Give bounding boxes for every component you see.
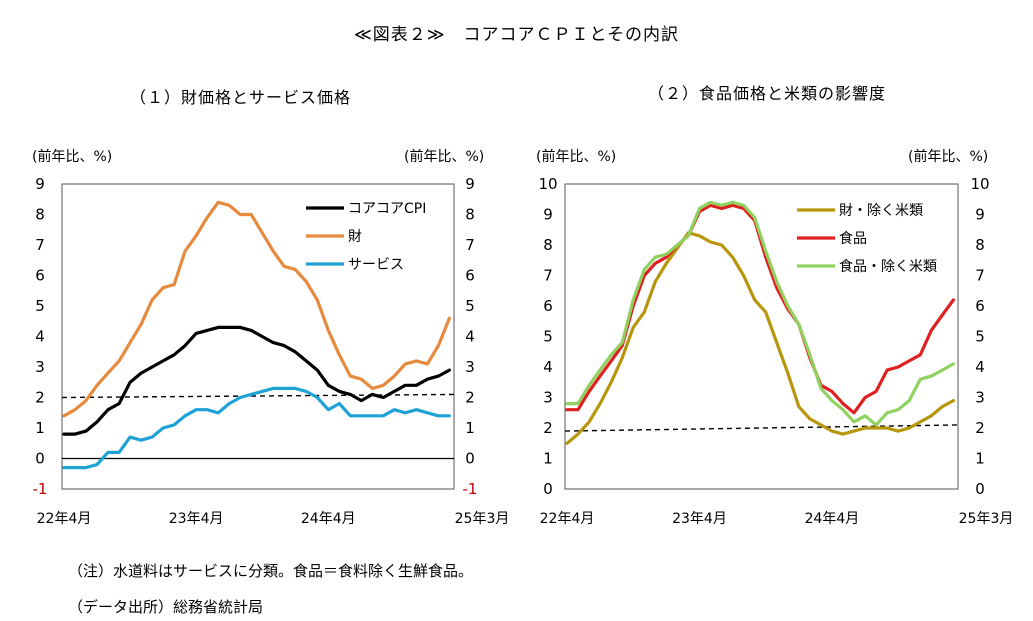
series-line-2 [62,200,451,418]
x-tick-label: 23年4月 [169,511,224,527]
legend-label: 財 [348,229,362,245]
series-line-3 [565,200,956,427]
y-tick-label-right: 9 [465,175,475,193]
y-tick-label-left: 9 [543,206,553,224]
y-tick-label-left: 2 [543,419,553,437]
panel-2-title: （２）食品価格と米類の影響度 [648,84,887,103]
panel-1-left-unit: (前年比、%) [32,149,113,165]
y-tick-label-left: 4 [35,328,45,346]
y-tick-label-left: 3 [35,358,45,376]
panel-2-right-unit: (前年比、%) [908,149,989,165]
y-tick-label-left: 4 [543,358,553,376]
footnote: （注）水道料はサービスに分類。食品＝食料除く生鮮食品。 [68,562,474,580]
y-tick-label-right: 1 [975,450,985,468]
y-tick-label-right: 10 [970,175,989,193]
y-tick-label-left: 1 [35,419,45,437]
legend-label: コアコアCPI [348,201,426,217]
reference-dashed-line [564,424,959,432]
x-tick-label: 22年4月 [37,511,92,527]
x-tick-label: 24年4月 [301,511,356,527]
series-line-1 [565,231,956,445]
x-tick-label: 24年4月 [805,511,860,527]
legend-label: 食品 [839,230,867,247]
y-tick-label-right: 3 [465,358,475,376]
y-tick-label-right: 8 [465,206,475,224]
x-tick-label: 25年3月 [959,511,1014,527]
legend-label: 財・除く米類 [839,203,923,219]
y-tick-label-left: 5 [543,328,553,346]
y-tick-label-right: 2 [465,389,475,407]
y-tick-label-left: 8 [543,236,553,254]
legend-label: 食品・除く米類 [839,258,937,275]
y-tick-label-left: -1 [33,480,48,498]
y-tick-label-right: 7 [975,267,985,285]
y-tick-label-right: 1 [465,419,475,437]
y-tick-label-left: 1 [543,450,553,468]
y-tick-label-right: 4 [465,328,475,346]
y-tick-label-left: 6 [35,267,45,285]
y-tick-label-right: 4 [975,358,985,376]
chart-panel-1: -1 -1 0 0 1 1 2 2 3 3 4 4 5 5 6 6 7 7 8 8 9 9 22年4月 23年4月 24年4月 2… [33,175,510,527]
y-tick-label-right: 5 [465,297,475,315]
figure-title: ≪図表２≫ コアコアＣＰＩとその内訳 [353,25,680,45]
y-tick-label-left: 3 [543,389,553,407]
series-line-3 [62,386,451,470]
y-tick-label-right: 0 [975,480,985,498]
y-tick-label-left: 0 [543,480,553,498]
y-tick-label-left: 0 [35,450,45,468]
y-tick-label-left: 2 [35,389,45,407]
chart-panel-2: 0 0 1 1 2 2 3 3 4 4 5 5 6 6 7 7 8 8 9 9 10 10 22年4月 23年4月 24年4月 2… [538,175,1013,527]
plot-frame [61,183,455,490]
x-tick-label: 23年4月 [672,511,727,527]
plot-frame [564,183,959,490]
y-tick-label-left: 9 [35,175,45,193]
x-tick-label: 25年3月 [455,511,510,527]
y-tick-label-left: 8 [35,206,45,224]
x-tick-label: 22年4月 [540,511,595,527]
series-line-1 [62,325,451,436]
y-tick-label-left: 5 [35,297,45,315]
y-tick-label-right: 8 [975,236,985,254]
y-tick-label-right: 7 [465,236,475,254]
y-tick-label-right: 2 [975,419,985,437]
y-tick-label-right: 0 [465,450,475,468]
y-tick-label-left: 6 [543,297,553,315]
y-tick-label-right: -1 [463,480,478,498]
data-source-note: （データ出所）総務省統計局 [68,598,264,616]
y-tick-label-left: 10 [538,175,557,193]
legend-label: サービス [348,257,404,273]
panel-1-title: （１）財価格とサービス価格 [130,88,352,107]
panel-2-left-unit: (前年比、%) [536,149,617,165]
y-tick-label-right: 3 [975,389,985,407]
panel-1-right-unit: (前年比、%) [404,149,485,165]
y-tick-label-right: 6 [465,267,475,285]
y-tick-label-right: 6 [975,297,985,315]
y-tick-label-left: 7 [543,267,553,285]
y-tick-label-left: 7 [35,236,45,254]
y-tick-label-right: 5 [975,328,985,346]
y-tick-label-right: 9 [975,206,985,224]
